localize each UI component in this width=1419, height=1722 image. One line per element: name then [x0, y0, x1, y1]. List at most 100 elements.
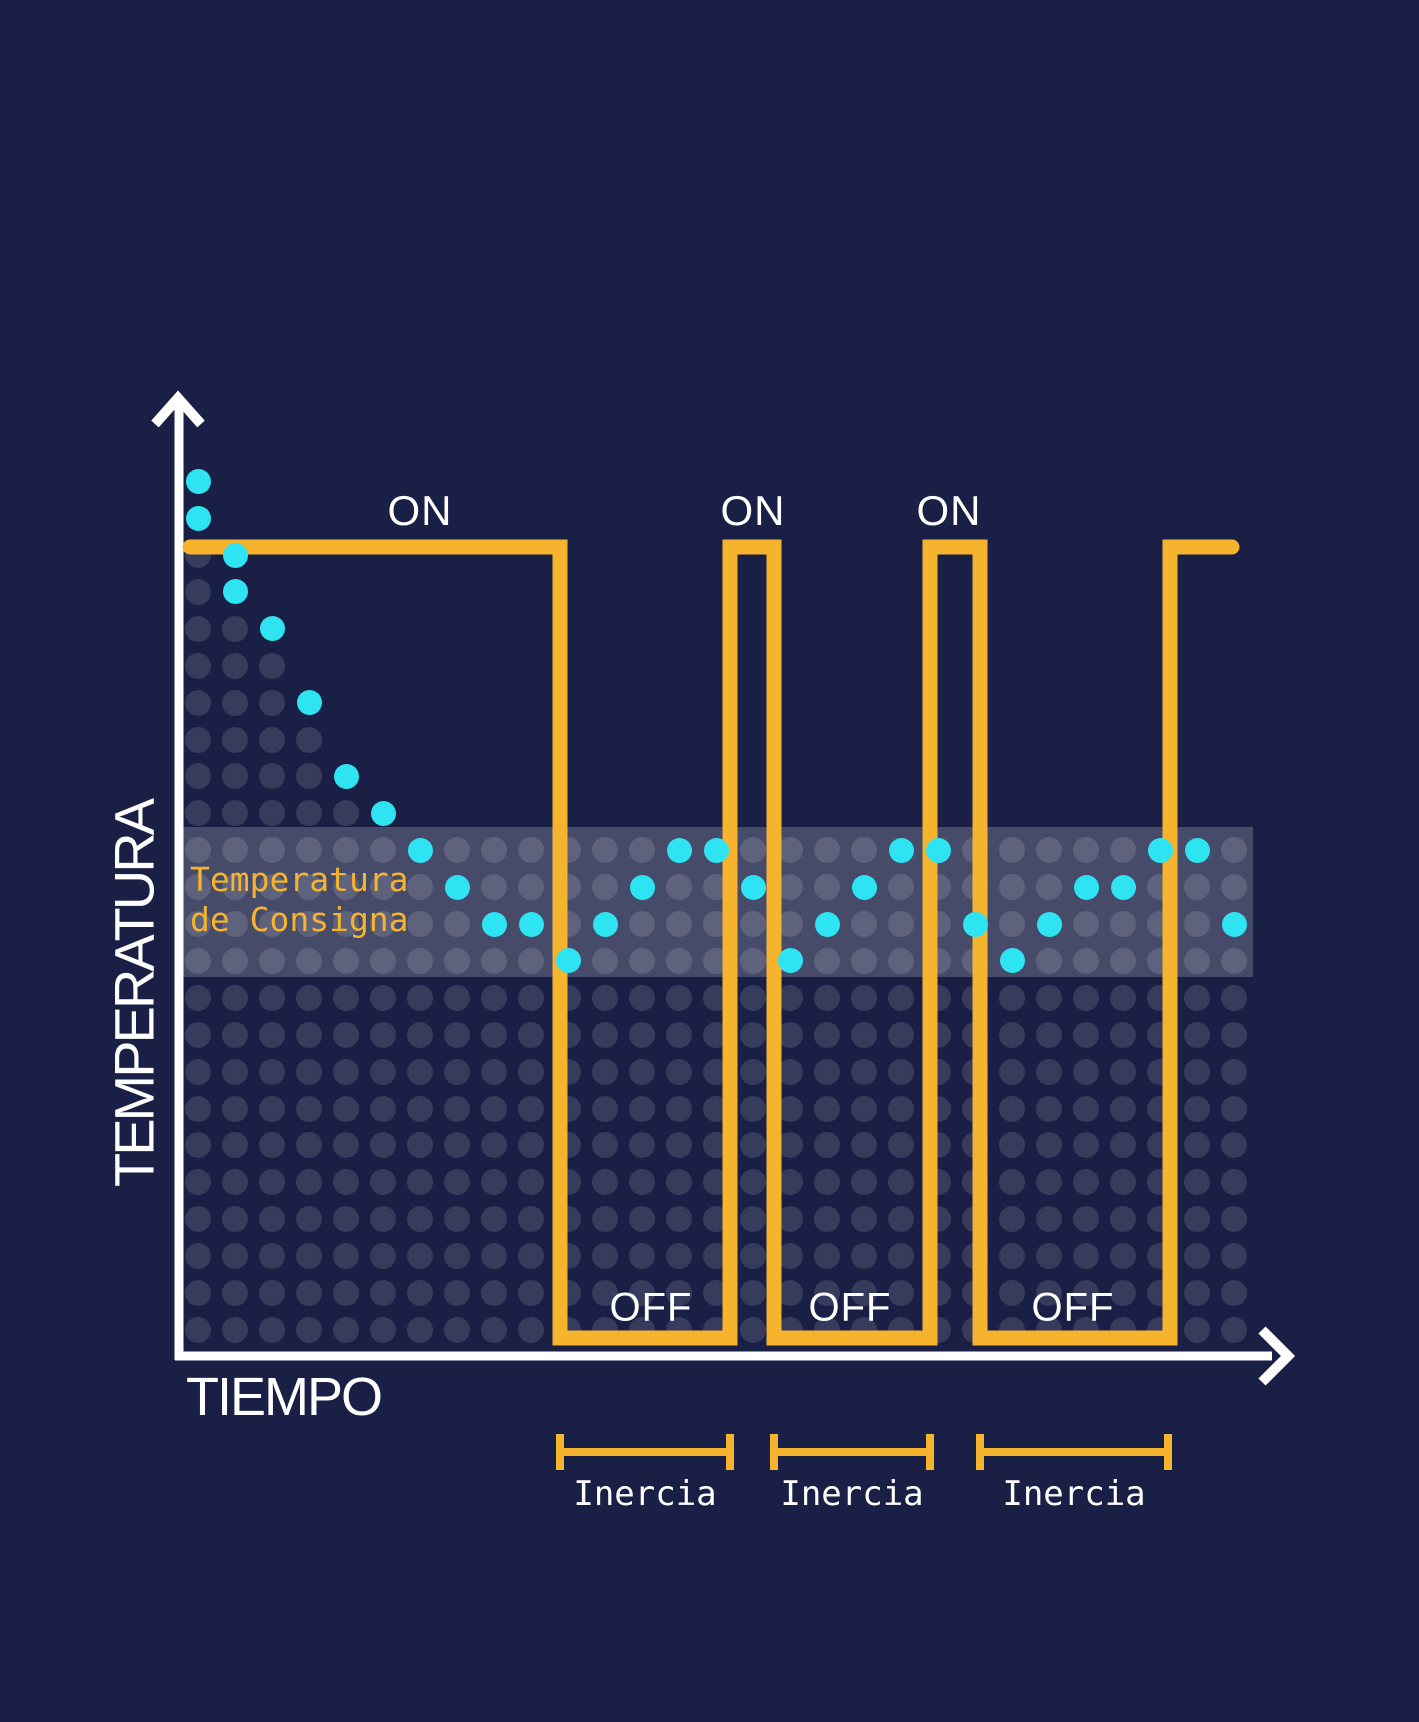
grey-dot — [851, 911, 877, 937]
grey-dot — [1184, 947, 1210, 974]
grey-dot — [407, 911, 433, 937]
grey-dot — [1221, 1243, 1247, 1270]
grey-dot — [666, 1243, 692, 1270]
grey-dot — [888, 1280, 914, 1306]
grey-dot — [296, 1280, 322, 1306]
grey-dot — [740, 837, 766, 864]
grey-dot — [851, 1280, 877, 1306]
grey-dot — [370, 1021, 396, 1048]
grey-dot — [407, 874, 433, 901]
grey-dot — [666, 1095, 692, 1122]
grey-dot — [481, 984, 507, 1011]
temperature-dot — [333, 763, 359, 789]
grey-dot — [518, 1095, 544, 1122]
grey-dot — [666, 1058, 692, 1085]
grey-dot — [1036, 947, 1062, 974]
grey-dot — [1110, 947, 1136, 974]
grey-dot — [333, 911, 359, 937]
grey-dot — [888, 984, 914, 1011]
grey-dot — [592, 837, 618, 864]
grey-dot — [370, 911, 396, 937]
grey-dot — [1221, 1206, 1247, 1233]
grey-dot — [518, 1132, 544, 1159]
temperature-dot — [629, 874, 655, 900]
grey-dot — [629, 1095, 655, 1122]
grey-dot — [1184, 1021, 1210, 1048]
grey-dot — [1184, 1169, 1210, 1196]
grey-dot — [1073, 1132, 1099, 1159]
grey-dot — [370, 1243, 396, 1270]
temperature-dot — [1036, 911, 1062, 937]
grey-dot — [1073, 1206, 1099, 1233]
grey-dot — [222, 689, 248, 716]
grey-dot — [1184, 1095, 1210, 1122]
grey-dot — [370, 1206, 396, 1233]
grey-dot — [592, 1095, 618, 1122]
grey-dot — [666, 984, 692, 1011]
grey-dot — [259, 947, 285, 974]
grey-dot — [370, 984, 396, 1011]
grey-dot — [222, 800, 248, 827]
grey-dot — [888, 947, 914, 974]
grey-dot — [740, 1169, 766, 1196]
grey-dot — [185, 911, 211, 937]
grey-dot — [333, 1021, 359, 1048]
grey-dot — [592, 1021, 618, 1048]
temperature-dot — [814, 911, 840, 937]
grey-dot — [740, 1316, 766, 1343]
grey-dot — [999, 837, 1025, 864]
grey-dot — [296, 947, 322, 974]
grey-dot — [259, 911, 285, 937]
grey-dot — [851, 984, 877, 1011]
temperature-dot — [999, 948, 1025, 974]
grey-dot — [592, 1132, 618, 1159]
grey-dot — [296, 1206, 322, 1233]
grey-dot — [1073, 947, 1099, 974]
grey-dot — [1110, 837, 1136, 864]
grey-dot — [407, 1316, 433, 1343]
grey-dot — [407, 1095, 433, 1122]
grey-dot — [851, 1021, 877, 1048]
grey-dot — [1110, 911, 1136, 937]
grey-dot — [518, 874, 544, 901]
grey-dot — [481, 1169, 507, 1196]
grey-dot — [629, 947, 655, 974]
grey-dot — [259, 652, 285, 679]
grey-dot — [1184, 911, 1210, 937]
grey-dot — [333, 1280, 359, 1306]
grey-dot — [1221, 1280, 1247, 1306]
grey-dot — [222, 1058, 248, 1085]
grey-dot — [518, 1243, 544, 1270]
grey-dot — [444, 1206, 470, 1233]
grey-dot — [1110, 1095, 1136, 1122]
grey-dot — [518, 837, 544, 864]
grey-dot — [259, 1132, 285, 1159]
grey-dot — [444, 911, 470, 937]
grey-dot — [259, 689, 285, 716]
grey-dot — [851, 947, 877, 974]
grey-dot — [1110, 1169, 1136, 1196]
grey-dot — [1036, 1169, 1062, 1196]
grey-dot — [888, 1058, 914, 1085]
grey-dot — [814, 1243, 840, 1270]
grey-dot — [814, 1206, 840, 1233]
temperature-dot — [851, 874, 877, 900]
grey-dot — [1073, 1280, 1099, 1306]
grey-dot — [222, 652, 248, 679]
temperature-dot — [444, 874, 470, 900]
grey-dot — [296, 1095, 322, 1122]
grey-dot — [1036, 1280, 1062, 1306]
grey-dot — [888, 1095, 914, 1122]
grey-dot — [629, 911, 655, 937]
grey-dot — [666, 874, 692, 901]
grey-dot — [444, 1132, 470, 1159]
grey-dot — [666, 911, 692, 937]
grey-dot — [185, 763, 211, 790]
grey-dot — [481, 1206, 507, 1233]
grey-dot — [222, 837, 248, 864]
grey-dot — [481, 1316, 507, 1343]
grey-dot — [1036, 1132, 1062, 1159]
grey-dot — [444, 1058, 470, 1085]
grey-dot — [592, 984, 618, 1011]
